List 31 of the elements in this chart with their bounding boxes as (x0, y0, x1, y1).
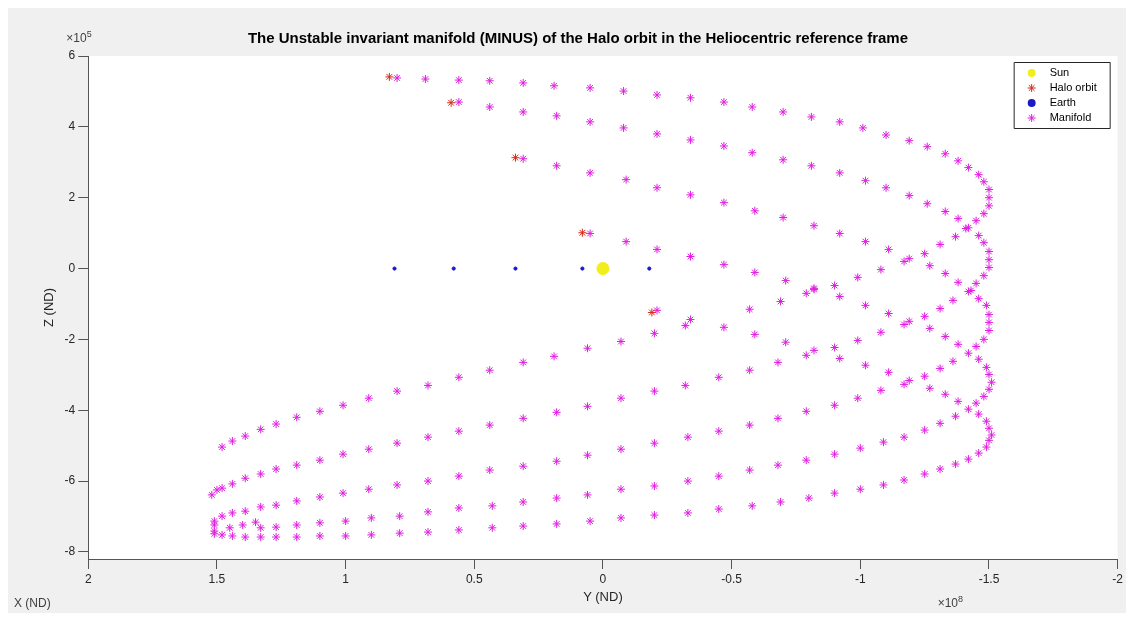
x-tick-label: 1.5 (208, 571, 226, 586)
x-tick-label: -1 (854, 571, 866, 586)
point (647, 307, 657, 317)
chart-title: The Unstable invariant manifold (MINUS) of the Halo orbit in the Heliocentric reference frame (247, 29, 909, 47)
x-tick-label: 0 (599, 571, 607, 586)
point (384, 72, 394, 82)
y-axis-title: Z (ND) (41, 288, 57, 327)
x-axis-title: Y (ND) (583, 588, 623, 604)
x-tick-label: 0.5 (465, 571, 483, 586)
y-tick-label: 4 (68, 119, 76, 134)
x-tick-label: 1 (342, 571, 350, 586)
point (510, 153, 520, 163)
x-tick-label: -0.5 (721, 571, 743, 586)
y-tick-label: 2 (68, 190, 76, 204)
y-tick-label: 0 (68, 260, 76, 275)
x-tick-label: -2 (1112, 571, 1124, 586)
point (577, 228, 587, 238)
legend-label: Earth (1049, 96, 1076, 109)
y-tick-label: -2 (64, 331, 76, 346)
point (596, 262, 610, 276)
text: X (ND) (14, 596, 51, 610)
y-tick-label: -8 (64, 544, 76, 559)
legend-label: Halo orbit (1049, 81, 1097, 94)
y-tick-label: 6 (68, 48, 76, 63)
y-tick-label: -4 (64, 402, 76, 417)
legend-label: Sun (1049, 66, 1070, 79)
y-tick-label: -6 (64, 473, 76, 488)
x-tick-label: -1.5 (978, 571, 1000, 586)
legend-label: Manifold (1049, 111, 1092, 124)
point (446, 98, 456, 108)
x-tick-label: 2 (84, 571, 92, 586)
